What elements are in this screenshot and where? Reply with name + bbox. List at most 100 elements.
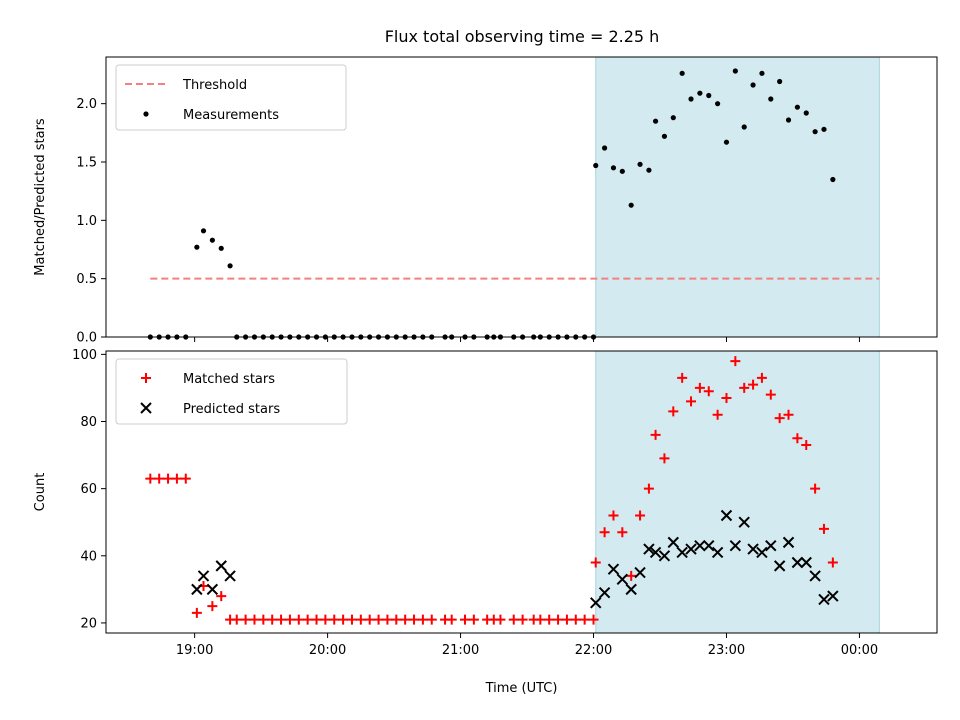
panel1-series0-point-52: [608, 510, 619, 521]
panel1-x-tick-label-3: 22:00: [575, 643, 612, 658]
panel0-legend-label-1: Measurements: [183, 108, 279, 123]
panel1-series0-point-11: [240, 614, 251, 625]
panel1-series0-point-34: [446, 614, 457, 625]
panel1-series0-point-57: [650, 429, 661, 440]
panel1-y-axis-label: Count: [33, 473, 48, 512]
panel1-series1-point-12: [649, 546, 662, 559]
panel1-series1-point-25: [765, 540, 777, 552]
panel1-series0-point-19: [311, 614, 322, 625]
panel0-series0-point-68: [750, 82, 756, 88]
panel1-series0-point-23: [346, 614, 357, 625]
panel1-series0-point-66: [730, 356, 741, 367]
panel1-series0-point-54: [626, 570, 637, 581]
panel0-series0-point-66: [732, 68, 738, 74]
panel1-series1-point-15: [676, 546, 688, 559]
panel1-series0-point-31: [417, 614, 428, 625]
panel1-series1-point-1: [197, 570, 210, 582]
panel1-series0-point-64: [712, 409, 723, 420]
panel1-series1-point-9: [625, 583, 637, 596]
panel0-shaded-region: [595, 57, 880, 337]
panel1-series0-point-76: [818, 523, 829, 534]
panel1-series0-point-40: [508, 614, 519, 625]
panel0-series0-point-69: [759, 70, 765, 76]
panel1-series0-point-15: [276, 614, 287, 625]
panel1-series0-point-22: [338, 614, 349, 625]
panel1-legend-handle-0: [141, 373, 151, 383]
panel1-y-tick-label-1: 40: [80, 549, 97, 564]
panel1-series0-point-74: [801, 440, 812, 450]
panel1-series0-point-2: [163, 473, 174, 484]
panel0-series0-point-63: [706, 92, 712, 99]
panel0-y-tick-label-0: 0.0: [76, 331, 97, 346]
panel1-series0-point-14: [267, 614, 278, 625]
panel1-x-axis-label: Time (UTC): [485, 681, 558, 696]
panel0-series0-point-55: [637, 161, 643, 167]
panel1-series0-point-24: [355, 614, 366, 625]
panel1-series0-point-27: [382, 614, 393, 625]
top-panel: 0.0 0.5 1.0 1.5 2.0 Matched/Predicted stars Th…: [33, 56, 938, 346]
panel1-series1-point-27: [782, 536, 795, 549]
chart-title: Flux total observing time = 2.25 h: [385, 27, 660, 46]
panel1-series1-point-21: [729, 540, 742, 552]
panel1-series0-point-55: [635, 510, 646, 521]
panel1-series0-point-28: [391, 614, 402, 625]
panel1-x-tick-label-2: 21:00: [442, 643, 479, 658]
panel1-series0-point-75: [810, 483, 821, 494]
panel1-series0-point-25: [364, 614, 375, 625]
panel1-series0-point-47: [570, 614, 581, 625]
panel0-series0-point-8: [218, 245, 224, 251]
panel0-series0-point-65: [723, 139, 730, 145]
panel1-series0-point-5: [191, 607, 202, 618]
panel1-series1-point-13: [658, 550, 671, 562]
panel0-series0-point-53: [619, 168, 625, 174]
panel1-series0-point-10: [231, 614, 242, 625]
panel1-x-tick-label-5: 00:00: [841, 643, 878, 658]
panel1-series0-point-13: [258, 614, 269, 625]
panel1-shaded-region: [595, 351, 880, 633]
panel1-series1-point-17: [694, 540, 706, 552]
panel1-series0-point-45: [553, 614, 564, 625]
panel1-series1-point-3: [215, 560, 227, 572]
panel1-series1-point-20: [720, 509, 733, 522]
panel1-series0-point-60: [677, 372, 688, 383]
panel1-series0-point-7: [207, 601, 218, 612]
panel1-series1-point-19: [711, 546, 724, 559]
panel1-series1-point-26: [773, 560, 786, 572]
panel1-series0-point-12: [249, 614, 260, 625]
panel1-series0-point-1: [154, 473, 165, 484]
panel0-y-axis-label: Matched/Predicted stars: [33, 118, 48, 276]
panel0-axes-frame: [105, 56, 938, 338]
panel1-series0-point-53: [617, 527, 628, 538]
panel1-series1-point-31: [818, 593, 830, 606]
panel1-series0-point-41: [517, 614, 528, 625]
panel1-series0-point-58: [659, 453, 670, 464]
panel0-series0-point-61: [688, 96, 694, 102]
panel1-series0-point-29: [400, 614, 411, 625]
panel0-series0-point-7: [209, 237, 215, 243]
panel1-series0-point-39: [495, 614, 506, 625]
panel1-legend-handle-1: [140, 402, 152, 414]
panel0-series0-point-51: [602, 145, 608, 151]
panel1-series0-point-18: [302, 614, 313, 625]
panel0-series0-point-77: [830, 176, 836, 183]
panel1-series1-point-10: [634, 566, 646, 579]
panel1-series0-point-3: [171, 473, 182, 484]
panel0-series0-point-74: [803, 110, 809, 116]
panel1-series0-point-70: [765, 389, 776, 400]
panel1-series0-point-51: [599, 527, 610, 538]
panel1-series1-point-22: [738, 516, 750, 528]
panel1-legend-label-1: Predicted stars: [183, 402, 280, 417]
panel0-series0-point-75: [812, 129, 818, 135]
panel1-series0-point-56: [643, 483, 654, 494]
panel0-series0-point-54: [628, 202, 634, 208]
panel1-series0-point-50: [590, 557, 601, 568]
panel1-series0-point-77: [827, 557, 838, 568]
panel1-series1-point-14: [667, 536, 680, 549]
panel0-y-tick-label-2: 1.0: [76, 214, 97, 229]
panel1-series0-point-59: [668, 406, 679, 417]
panel1-series0-point-67: [739, 382, 750, 393]
panel1-y-tick-label-4: 100: [72, 348, 97, 363]
panel1-series0-point-21: [329, 614, 340, 625]
panel1-series1-point-16: [685, 543, 697, 555]
panel1-series0-point-8: [216, 591, 227, 602]
